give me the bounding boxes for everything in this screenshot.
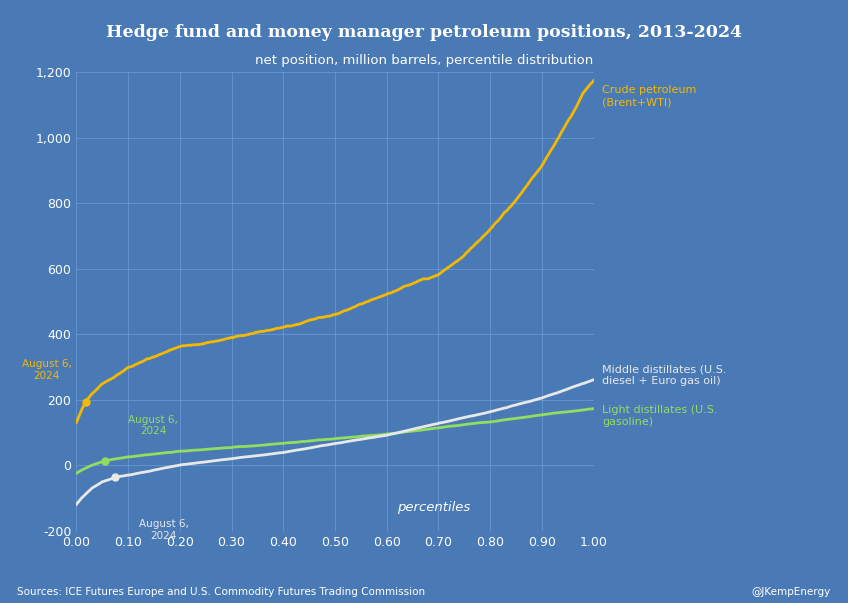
- Text: @JKempEnergy: @JKempEnergy: [752, 587, 831, 597]
- Text: August 6,
2024: August 6, 2024: [128, 415, 178, 437]
- Text: Middle distillates (U.S.
diesel + Euro gas oil): Middle distillates (U.S. diesel + Euro g…: [602, 364, 727, 386]
- Text: percentiles: percentiles: [397, 501, 471, 514]
- Text: Light distillates (U.S.
gasoline): Light distillates (U.S. gasoline): [602, 405, 717, 427]
- Text: Crude petroleum
(Brent+WTI): Crude petroleum (Brent+WTI): [602, 86, 696, 107]
- Text: net position, million barrels, percentile distribution: net position, million barrels, percentil…: [255, 54, 593, 68]
- Text: Sources: ICE Futures Europe and U.S. Commodity Futures Trading Commission: Sources: ICE Futures Europe and U.S. Com…: [17, 587, 425, 597]
- Text: August 6,
2024: August 6, 2024: [139, 519, 188, 541]
- Text: Hedge fund and money manager petroleum positions, 2013-2024: Hedge fund and money manager petroleum p…: [106, 24, 742, 41]
- Text: August 6,
2024: August 6, 2024: [22, 359, 72, 381]
